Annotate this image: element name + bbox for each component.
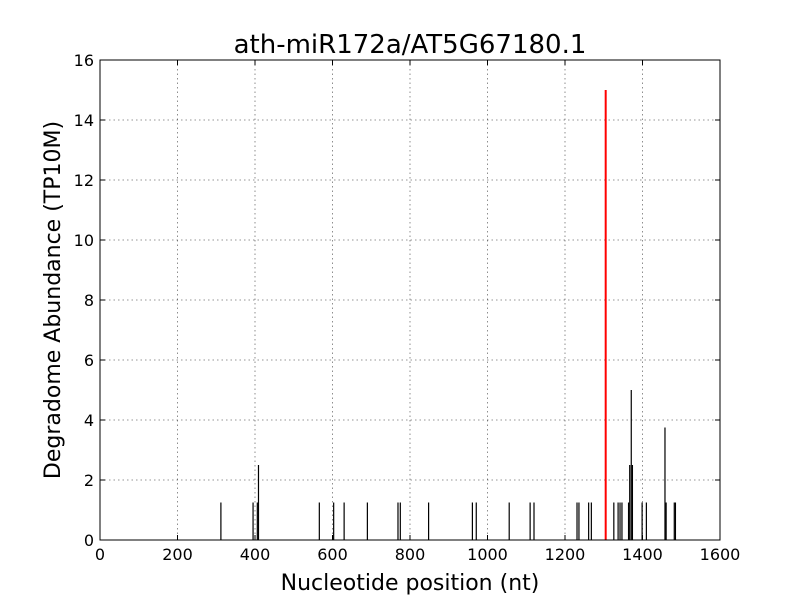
y-tick-label: 16 (74, 51, 94, 70)
x-tick-label: 1600 (700, 545, 741, 564)
axis-ticks: 0 200 400 600 800 1000 1200 1400 1600 0 2 4 6 8 10 12 14… (74, 51, 741, 564)
x-tick-label: 400 (240, 545, 271, 564)
y-tick-label: 4 (84, 411, 94, 430)
y-tick-label: 6 (84, 351, 94, 370)
y-tick-label: 8 (84, 291, 94, 310)
chart-bars (220, 90, 677, 540)
x-tick-label: 200 (162, 545, 193, 564)
y-tick-label: 0 (84, 531, 94, 550)
y-tick-label: 12 (74, 171, 94, 190)
y-axis-label: Degradome Abundance (TP10M) (41, 121, 66, 479)
x-tick-label: 600 (317, 545, 348, 564)
y-tick-label: 14 (74, 111, 94, 130)
y-tick-label: 10 (74, 231, 94, 250)
x-tick-label: 1200 (545, 545, 586, 564)
x-tick-label: 0 (95, 545, 105, 564)
x-tick-label: 1400 (622, 545, 663, 564)
x-axis-label: Nucleotide position (nt) (281, 571, 540, 596)
x-tick-label: 800 (395, 545, 426, 564)
x-tick-label: 1000 (467, 545, 508, 564)
chart-title: ath-miR172a/AT5G67180.1 (234, 30, 587, 60)
y-tick-label: 2 (84, 471, 94, 490)
grid-lines (99, 59, 721, 541)
